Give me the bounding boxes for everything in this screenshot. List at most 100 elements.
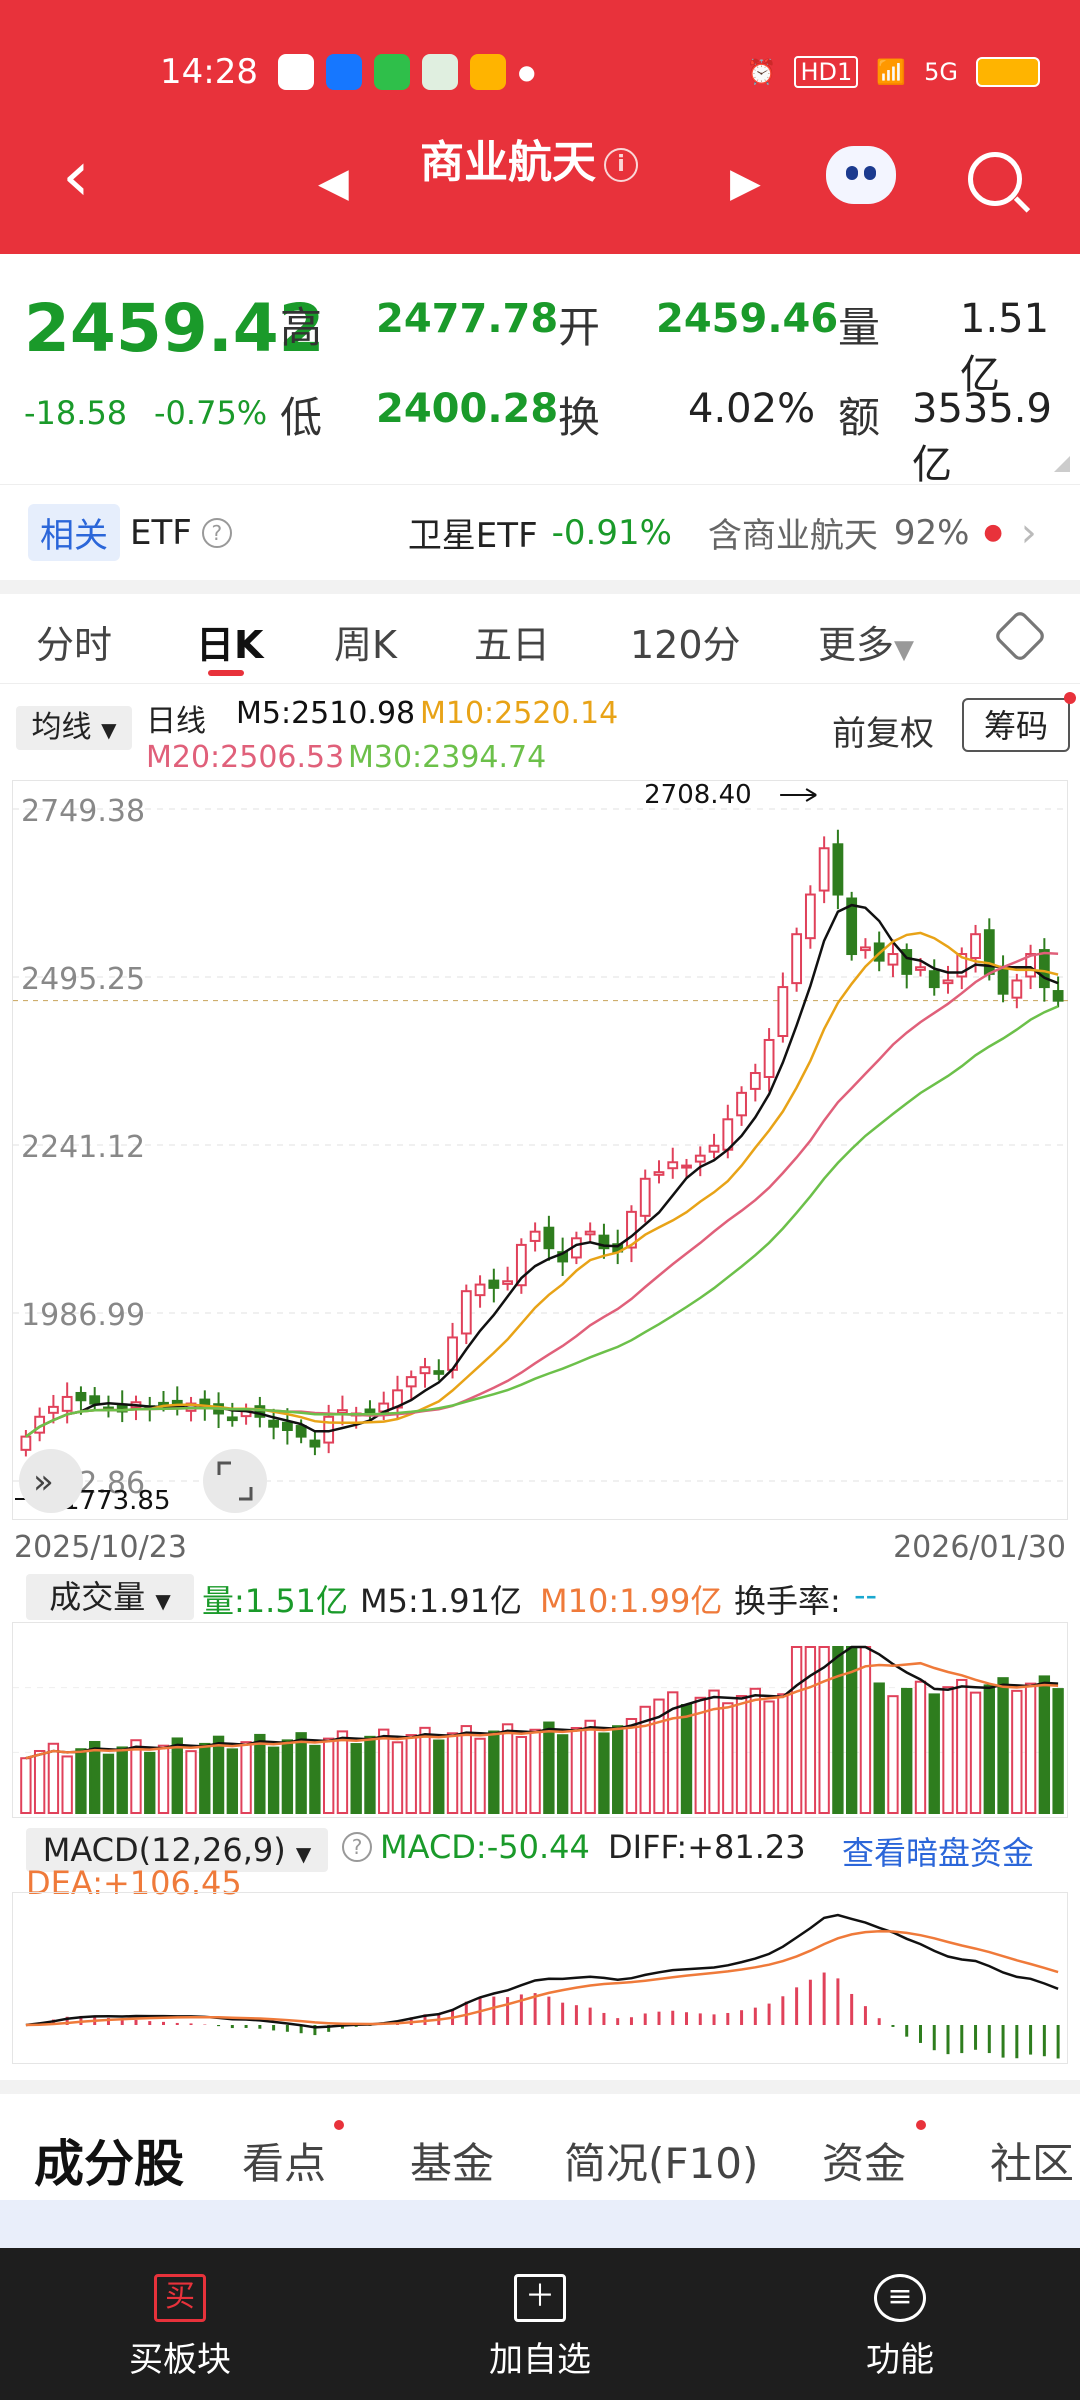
tab-more[interactable]: 更多▼ [818,614,914,669]
tab-intraday[interactable]: 分时 [36,623,113,667]
tab-community[interactable]: 社区 [990,2139,1075,2188]
candle-body [997,968,1009,995]
tab-capital[interactable]: 资金 [822,2139,907,2188]
etf-label: ETF [130,512,192,553]
price-change-pct: -0.75% [154,394,268,432]
tab-more-label: 更多 [818,623,895,667]
volume-bar [157,1744,170,1814]
help-icon[interactable]: ? [201,517,232,548]
volume-bar [61,1755,73,1814]
macd-dropdown[interactable]: MACD(12,26,9) ▼ [26,1828,328,1872]
related-etf-row[interactable]: 相关 ETF ? 卫星ETF -0.91% 含商业航天 92% ● › [0,484,1080,580]
info-icon[interactable]: i [604,148,638,182]
settings-icon[interactable] [992,608,1048,664]
red-dot-icon: ● [983,520,1003,545]
fullscreen-glyph [217,1461,253,1501]
candle-body [226,1416,238,1422]
last-price: 2459.42 [24,290,325,367]
volume-dropdown-label: 成交量 [49,1578,146,1616]
plus-icon: ＋ [514,2274,566,2322]
status-time: 14:28 [160,52,258,92]
add-watchlist-button[interactable]: ＋ 加自选 [440,2274,640,2381]
candle-body [681,1164,692,1169]
volume-bar [804,1646,817,1814]
buy-sector-button[interactable]: 买 买板块 [80,2274,280,2381]
add-watchlist-label: 加自选 [489,2340,591,2380]
candle-body [405,1376,417,1388]
promo-banner[interactable] [0,2200,1080,2248]
macd-svg [25,1913,1060,2059]
macd-chart[interactable] [12,1892,1068,2064]
volume-bar [336,1730,349,1814]
volume-bar [89,1740,101,1814]
back-icon[interactable]: ‹ [62,135,90,217]
bottom-bar: 买 买板块 ＋ 加自选 ≡ 功能 [0,2248,1080,2400]
candle-body [736,1091,747,1117]
caret-down-icon: ▼ [295,1842,312,1866]
tab-weekly-k[interactable]: 周K [334,623,397,667]
search-icon[interactable] [968,152,1022,206]
tab-five-day[interactable]: 五日 [474,623,551,667]
volume-bar [777,1693,789,1814]
ma-dropdown[interactable]: 均线 ▼ [16,706,132,750]
tab-f10[interactable]: 简况(F10) [564,2139,759,2188]
volume-dropdown[interactable]: 成交量 ▼ [26,1574,194,1620]
low-value: 2400.28 [376,386,559,432]
next-arrow-icon[interactable]: ▶ [730,160,761,206]
network-label: 5G [924,58,958,86]
robot-assistant-icon[interactable] [826,146,896,204]
tab-highlights[interactable]: 看点 [242,2139,327,2188]
volume-bar [901,1687,913,1814]
ma5-line [25,903,1059,1438]
tab-funds[interactable]: 基金 [410,2139,495,2188]
dark-pool-link[interactable]: 查看暗盘资金 [842,1834,1035,1872]
candle-body [502,1280,513,1285]
tab-120min[interactable]: 120分 [630,623,741,667]
prev-arrow-icon[interactable]: ◀ [318,160,349,206]
status-bar: 14:28 ● ⏰ HD1 📶 5G [160,44,1040,100]
volume-bar [419,1726,431,1814]
volume-bar [653,1698,665,1814]
candle-body [942,979,954,985]
macd-dropdown-label: MACD(12,26,9) [42,1831,286,1869]
candle-body [309,1439,321,1448]
dea-value: DEA:+106.45 [26,1864,242,1902]
volume-bar [956,1678,968,1814]
volume-bar [928,1693,940,1814]
high-marker-label: 2708.40 [644,781,752,810]
volume-bar [33,1749,46,1814]
chip-button[interactable]: 筹码 [962,692,1076,752]
volume-bar [694,1696,706,1814]
volume-legend: 成交量 ▼ 量:1.51亿 M5:1.91亿 M10:1.99亿 换手率: -- [16,1570,1076,1620]
amount-value: 3535.9亿 [912,386,1052,488]
candle-body [529,1230,541,1242]
candle-body [1038,949,1050,989]
candle-body [708,1144,720,1153]
volume-bar [1052,1688,1064,1814]
volume-bar [295,1732,307,1814]
functions-button[interactable]: ≡ 功能 [800,2274,1000,2381]
y-tick-label: 2749.38 [21,794,145,829]
high-value: 2477.78 [376,296,559,342]
volume-bar [212,1735,225,1814]
date-start: 2025/10/23 [14,1530,187,1565]
tab-daily-k[interactable]: 日K [196,623,264,667]
price-change: -18.58 [24,394,128,432]
candle-body [763,1038,775,1078]
volume-bar [267,1746,280,1814]
volume-chart[interactable] [12,1622,1069,1818]
volume-bar [873,1682,885,1814]
help-icon[interactable]: ? [342,1832,372,1862]
chevron-right-icon[interactable]: › [1020,509,1037,556]
red-dot-icon [1064,692,1076,704]
volume-bar [818,1646,830,1814]
open-label: 开 [558,303,601,352]
candle-body [832,843,844,896]
app-notification-icon [277,54,314,90]
kline-chart[interactable]: 2749.38 2495.25 2241.12 1986.99 1732.86 2708.… [12,780,1069,1520]
ma20-line [25,951,1059,1438]
candle-body [653,1171,665,1176]
adjust-toggle[interactable]: 前复权 [832,714,934,754]
tab-constituents[interactable]: 成分股 [34,2135,184,2193]
expand-corner-icon[interactable] [1054,456,1070,472]
